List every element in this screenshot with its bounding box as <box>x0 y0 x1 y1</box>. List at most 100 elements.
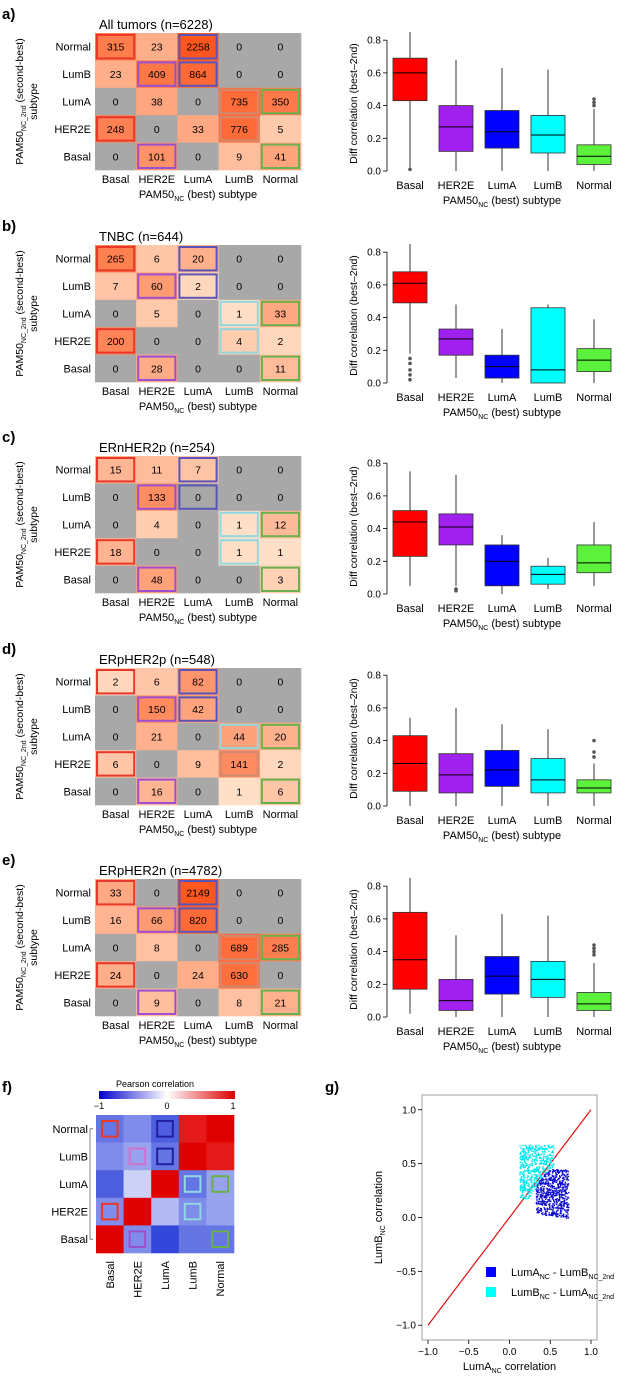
heatmap-cell <box>177 933 219 962</box>
point <box>568 1203 570 1205</box>
point <box>554 1193 557 1195</box>
point <box>558 1190 560 1193</box>
point <box>544 1198 547 1201</box>
point <box>566 1192 568 1195</box>
col-label: Normal <box>263 809 298 821</box>
box-xlabel-sub: NC <box>478 625 488 632</box>
corr-cell <box>96 1115 124 1143</box>
corr-cell <box>206 1225 235 1254</box>
point <box>520 1171 522 1173</box>
point <box>549 1147 552 1149</box>
point <box>548 1191 551 1193</box>
point <box>548 1166 550 1168</box>
point <box>540 1208 542 1210</box>
point <box>527 1150 529 1152</box>
point <box>559 1176 561 1178</box>
point <box>563 1189 565 1191</box>
heatmap-ylabel-main: PAM50 <box>14 131 26 165</box>
heatmap-value: 15 <box>110 465 122 477</box>
point <box>536 1167 538 1170</box>
point <box>547 1191 549 1194</box>
point <box>520 1163 522 1166</box>
point <box>561 1180 563 1182</box>
point <box>552 1169 555 1171</box>
point <box>543 1169 545 1171</box>
point <box>546 1158 548 1160</box>
row-label: LumB <box>59 1151 88 1163</box>
box-body <box>392 911 428 990</box>
heatmap-cell <box>218 245 261 273</box>
heatmap-value: 9 <box>195 759 201 771</box>
point <box>552 1180 555 1183</box>
col-label: LumA <box>184 1020 213 1032</box>
box-xtick-label: Normal <box>576 1026 611 1038</box>
heatmap-value: 265 <box>107 254 125 266</box>
row-label: Normal <box>53 1124 88 1136</box>
point <box>536 1198 538 1200</box>
heatmap-ylabel: PAM50NC_2nd (second-best) <box>14 38 28 164</box>
box-body <box>438 513 474 546</box>
highlight-box <box>178 457 218 483</box>
point <box>541 1151 544 1153</box>
point <box>548 1185 550 1187</box>
point <box>523 1154 526 1156</box>
point <box>521 1178 523 1180</box>
col-label: LumB <box>225 1020 254 1032</box>
highlight-box <box>178 246 218 272</box>
row-label: LumB <box>62 492 91 504</box>
point <box>548 1184 550 1186</box>
point <box>520 1158 522 1161</box>
point <box>552 1193 555 1195</box>
heatmap-cell <box>218 299 261 328</box>
point <box>556 1216 559 1218</box>
box-body <box>576 544 612 574</box>
point <box>525 1155 527 1157</box>
point <box>551 1198 554 1200</box>
heatmap-value: 285 <box>272 943 290 955</box>
point <box>535 1151 537 1153</box>
point <box>534 1155 536 1158</box>
point <box>525 1195 527 1197</box>
point <box>565 1191 567 1194</box>
point <box>542 1188 545 1191</box>
point <box>548 1208 551 1210</box>
point <box>551 1191 553 1193</box>
point <box>520 1186 522 1188</box>
point <box>548 1173 550 1175</box>
heatmap-cell <box>259 722 302 751</box>
point <box>525 1146 528 1148</box>
point <box>534 1152 536 1155</box>
point <box>536 1185 538 1187</box>
point <box>566 1177 569 1180</box>
point <box>544 1175 547 1177</box>
row-label: LumB <box>62 281 91 293</box>
heatmap-cell <box>218 879 261 907</box>
corr-cell <box>151 1142 180 1171</box>
highlight-box <box>219 511 259 538</box>
point <box>526 1179 529 1181</box>
point <box>551 1186 554 1188</box>
point <box>565 1214 567 1216</box>
point <box>542 1168 544 1171</box>
point <box>555 1190 557 1193</box>
point <box>535 1170 537 1172</box>
corr-cell <box>151 1197 180 1226</box>
point <box>531 1150 533 1153</box>
heatmap-cell <box>136 565 178 594</box>
point <box>557 1205 559 1207</box>
point <box>537 1171 540 1174</box>
box-outlier <box>592 103 596 108</box>
point <box>523 1177 526 1179</box>
heatmap-cell <box>95 456 137 484</box>
point <box>551 1212 554 1214</box>
corr-cell <box>178 1170 207 1199</box>
point <box>524 1186 526 1189</box>
heatmap-cell <box>177 272 219 301</box>
heatmap-value: 0 <box>277 492 283 504</box>
colorbar-label: 0 <box>164 1101 169 1111</box>
point <box>567 1213 569 1215</box>
point <box>540 1212 543 1215</box>
point <box>527 1192 530 1195</box>
point <box>538 1180 540 1182</box>
heatmap-cell <box>259 961 302 989</box>
